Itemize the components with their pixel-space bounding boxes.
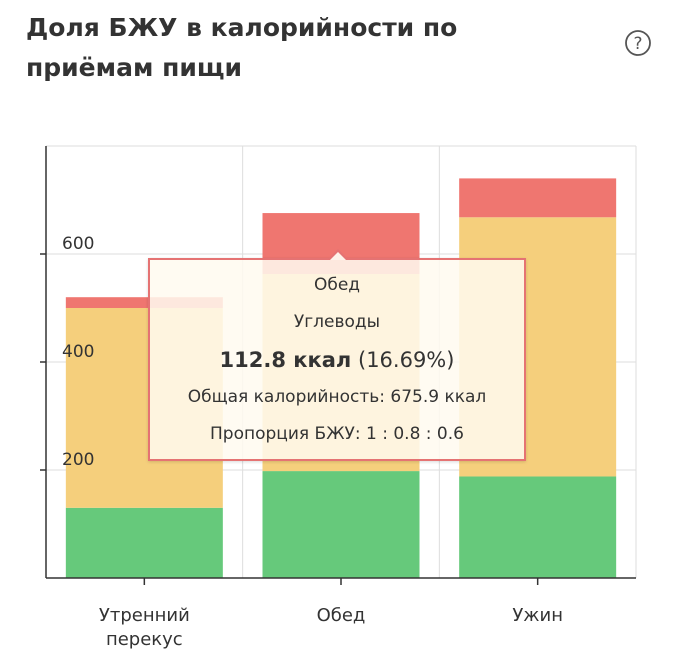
y-tick-label: 600	[62, 234, 94, 254]
question-circle-icon[interactable]: ?	[624, 29, 652, 57]
bar-segment-protein[interactable]	[65, 507, 223, 578]
y-tick-label: 400	[62, 342, 94, 362]
bar-segment-fat[interactable]	[459, 178, 617, 218]
y-tick-label: 200	[62, 450, 94, 470]
tooltip-percent: (16.69%)	[358, 348, 455, 372]
tooltip: Обед Углеводы 112.8 ккал (16.69%) Общая …	[148, 249, 526, 461]
bar-segment-protein[interactable]	[459, 476, 617, 578]
svg-text:?: ?	[633, 34, 642, 54]
tooltip-ratio: Пропорция БЖУ: 1 : 0.8 : 0.6	[210, 424, 464, 444]
x-tick-label: Ужин	[512, 605, 563, 626]
x-tick-label: Обед	[317, 605, 366, 626]
page-title: Доля БЖУ в калорийности по приёмам пищи	[26, 13, 458, 82]
tooltip-total: Общая калорийность: 675.9 ккал	[187, 387, 487, 407]
tooltip-value-line: 112.8 ккал (16.69%)	[150, 346, 524, 374]
x-tick-label: Утренний перекус	[99, 605, 190, 650]
bar-segment-protein[interactable]	[262, 471, 420, 578]
bar-segment-fat[interactable]	[65, 297, 223, 308]
tooltip-value: 112.8 ккал	[219, 348, 352, 372]
tooltip-meal: Обед	[313, 275, 361, 295]
tooltip-macro: Углеводы	[293, 312, 381, 332]
tooltip-arrow-inner	[330, 252, 346, 260]
axis-layer: 200 400 600 Утренний перекус Обед Ужин	[40, 146, 636, 650]
